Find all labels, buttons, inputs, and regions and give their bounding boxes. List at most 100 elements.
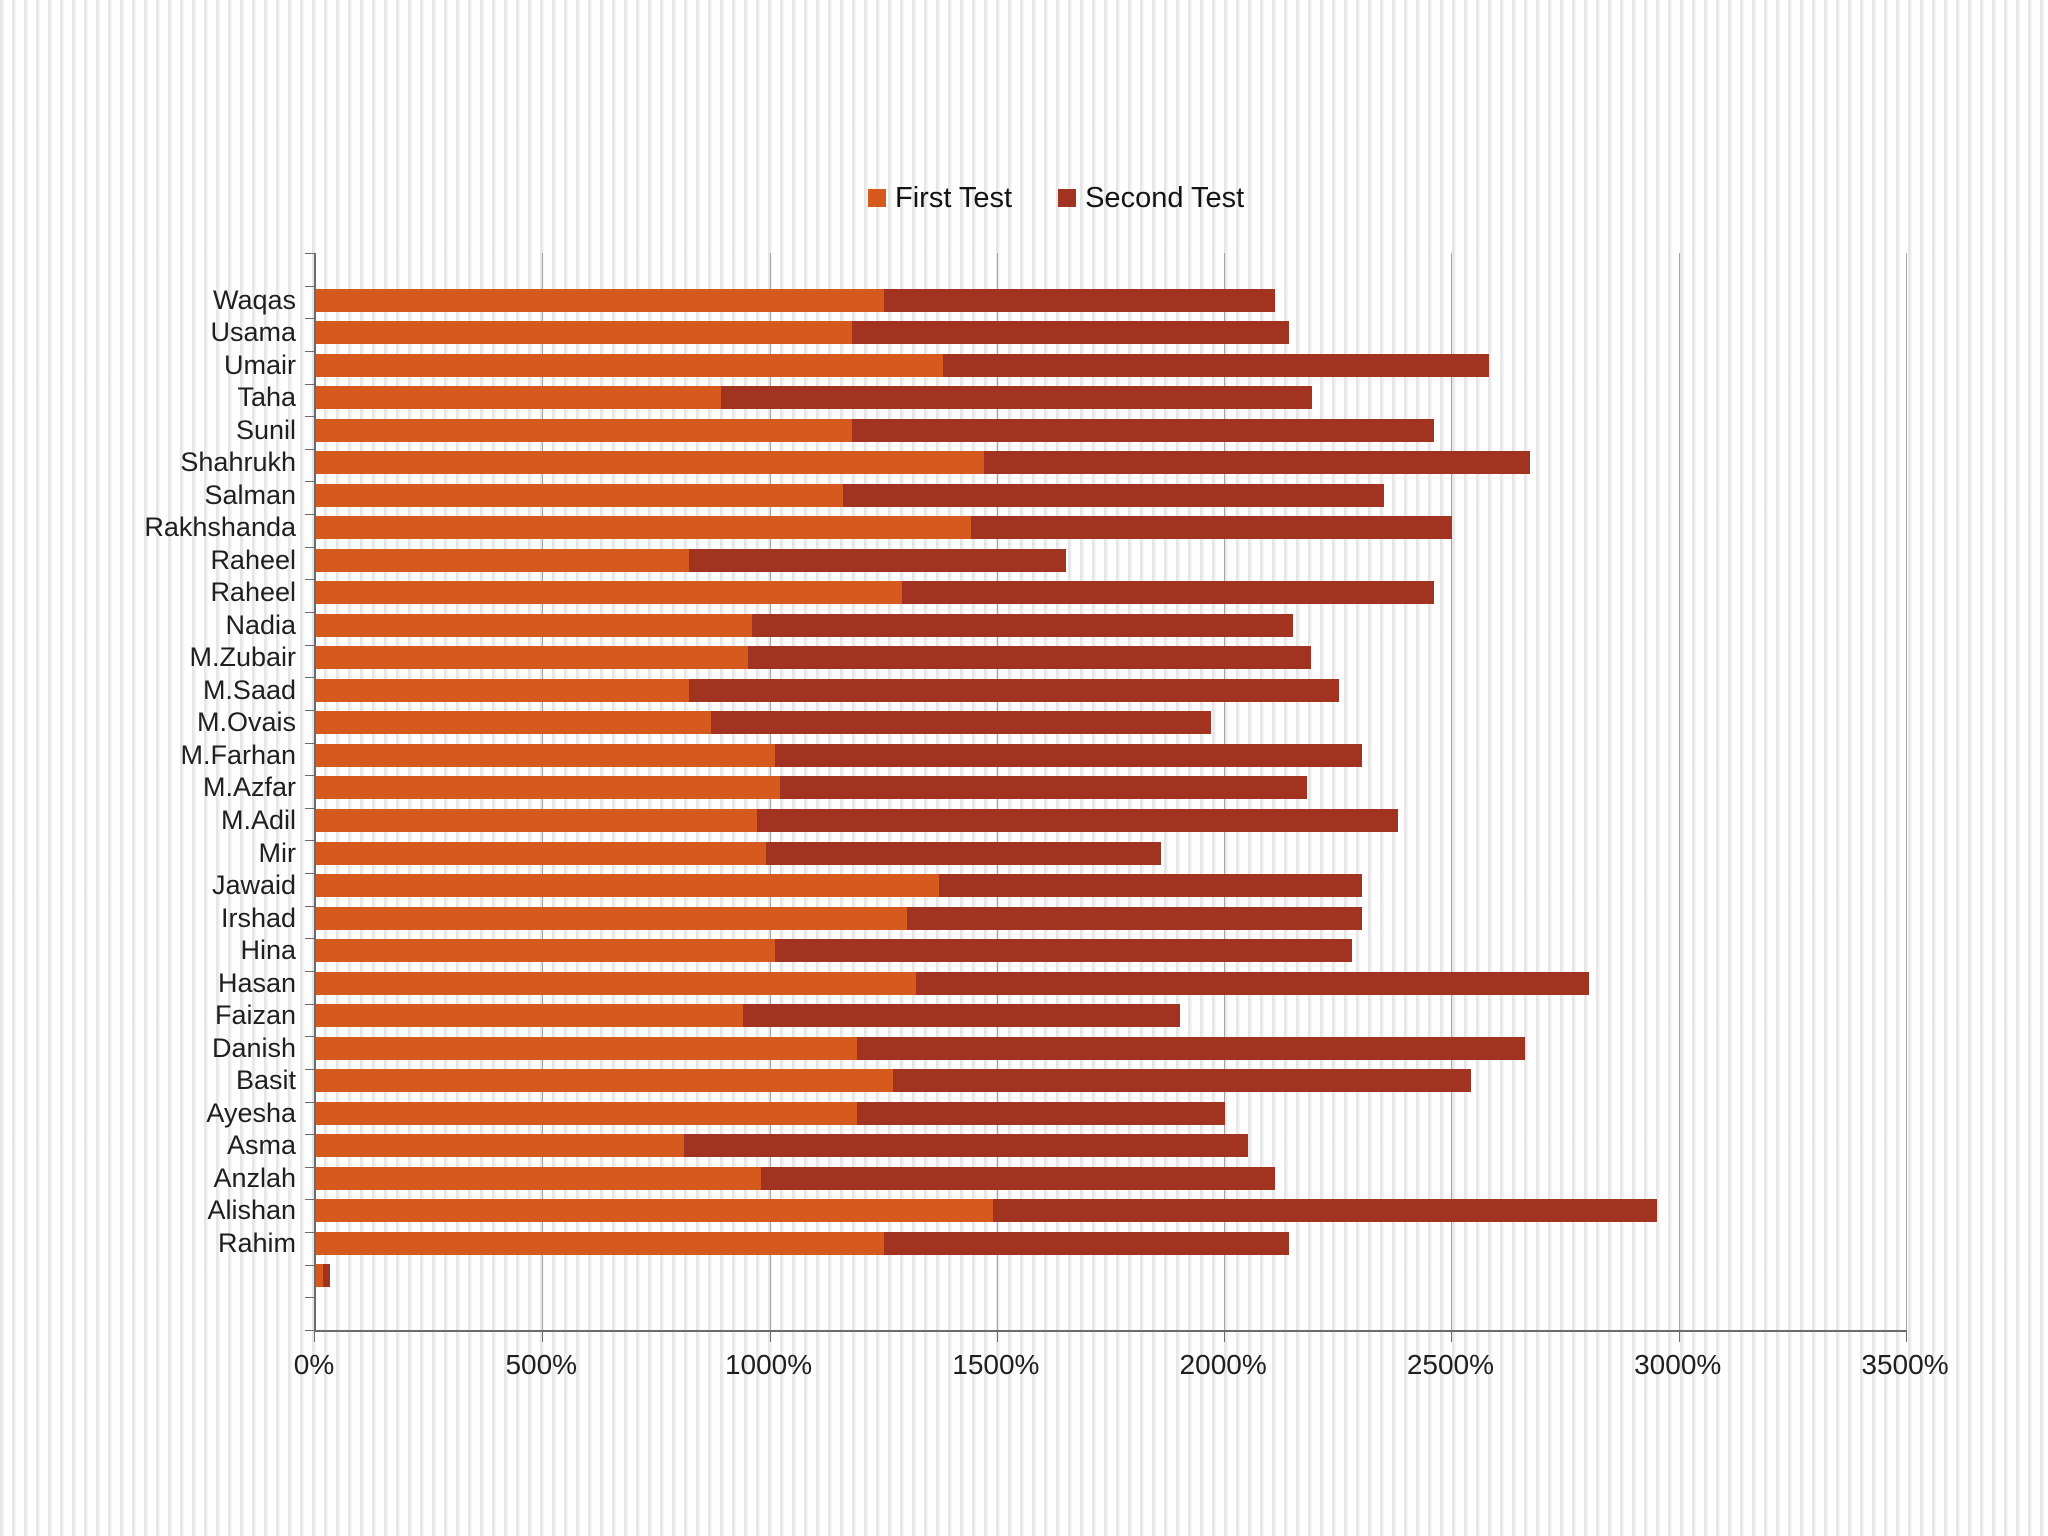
bar-segment-first-test	[316, 1199, 994, 1223]
bar-row	[316, 483, 1385, 507]
bar-row	[316, 516, 1453, 540]
category-label: Rahim	[217, 1227, 296, 1258]
bar-segment-second-test	[916, 971, 1589, 995]
bar-segment-second-test	[720, 386, 1312, 410]
bar-segment-second-test	[856, 1101, 1226, 1125]
bar-row	[316, 1231, 1289, 1255]
x-axis-tick-label: 3000%	[1634, 1349, 1722, 1380]
bar-row	[316, 971, 1589, 995]
bar-segment-second-test	[756, 808, 1398, 832]
bar-segment-second-test	[775, 743, 1362, 767]
category-label: Raheel	[210, 544, 296, 575]
category-label: M.Azfar	[202, 772, 296, 803]
category-label: Usama	[210, 317, 296, 348]
bar-segment-first-test	[316, 613, 753, 637]
bar-row	[316, 776, 1307, 800]
bar-segment-first-test	[316, 1036, 857, 1060]
y-axis-tick	[305, 971, 314, 972]
x-axis-tick-label: 2500%	[1406, 1349, 1495, 1380]
bar-row	[316, 646, 1312, 670]
legend-item-second-test: Second Test	[1058, 182, 1244, 215]
category-label: Hasan	[217, 967, 296, 998]
x-axis-tick	[1678, 1330, 1680, 1342]
bar-row	[316, 288, 1276, 312]
y-axis-tick	[305, 840, 314, 842]
y-axis-tick	[305, 1199, 314, 1201]
y-axis-tick	[305, 318, 314, 320]
bar-row	[316, 451, 1530, 475]
bar-segment-first-test	[316, 808, 757, 832]
y-axis-tick	[305, 1036, 314, 1038]
y-axis-tick	[305, 1003, 314, 1005]
category-label: M.Adil	[220, 804, 296, 835]
x-axis-tick-label: 1500%	[952, 1349, 1040, 1380]
bar-segment-second-test	[843, 483, 1385, 507]
bar-segment-first-test	[316, 1134, 685, 1158]
y-axis-tick	[305, 481, 314, 483]
major-gridline	[1906, 253, 1907, 1330]
bar-segment-second-test	[938, 874, 1362, 898]
bar-segment-second-test	[688, 678, 1339, 702]
bar-segment-first-test	[316, 971, 917, 995]
y-axis-tick	[305, 514, 314, 516]
category-label: Irshad	[220, 902, 296, 933]
category-label: M.Farhan	[180, 739, 296, 770]
bar-row	[316, 743, 1362, 767]
bar-segment-second-test	[970, 516, 1453, 540]
bar-segment-first-test	[316, 841, 767, 865]
y-axis-tick	[305, 709, 314, 711]
bar-row	[316, 1264, 330, 1288]
category-label: Shahrukh	[180, 447, 296, 478]
bar-segment-second-test	[906, 906, 1362, 930]
x-axis-tick-label: 1000%	[724, 1349, 813, 1380]
x-axis-tick	[996, 1330, 998, 1342]
y-axis-tick	[305, 742, 314, 744]
bar-row	[316, 581, 1435, 605]
bar-segment-first-test	[316, 1231, 885, 1255]
y-axis-tick	[305, 677, 314, 679]
bar-segment-second-test	[684, 1134, 1248, 1158]
bar-segment-first-test	[316, 451, 985, 475]
y-axis-tick	[305, 807, 314, 809]
category-label: Taha	[237, 382, 296, 413]
bar-segment-second-test	[761, 1166, 1276, 1190]
bar-row	[316, 321, 1289, 345]
x-axis-tick	[1451, 1330, 1453, 1342]
bar-segment-second-test	[902, 581, 1435, 605]
bar-segment-first-test	[316, 1264, 323, 1288]
y-axis-tick	[305, 253, 314, 254]
bar-segment-first-test	[316, 1004, 744, 1028]
y-axis-tick	[305, 1330, 314, 1331]
bar-row	[316, 1101, 1226, 1125]
bar-segment-first-test	[316, 548, 689, 572]
bar-segment-first-test	[316, 874, 939, 898]
y-axis-tick	[305, 546, 314, 548]
bar-segment-first-test	[316, 288, 885, 312]
bar-row	[316, 1069, 1471, 1093]
y-axis-tick	[305, 1068, 314, 1070]
category-label: Hina	[240, 935, 296, 966]
bar-segment-first-test	[316, 1069, 894, 1093]
y-axis-tick	[305, 644, 314, 646]
bar-segment-second-test	[893, 1069, 1471, 1093]
bar-segment-second-test	[884, 288, 1276, 312]
category-label: Asma	[226, 1130, 296, 1161]
y-axis-tick	[305, 1297, 314, 1299]
y-axis-tick	[305, 1166, 314, 1168]
category-label: M.Zubair	[189, 642, 296, 673]
bar-row	[316, 939, 1353, 963]
x-axis-tick	[542, 1330, 544, 1342]
bar-row	[316, 906, 1362, 930]
bar-segment-second-test	[884, 1231, 1289, 1255]
category-label: Nadia	[225, 609, 296, 640]
y-axis-tick	[305, 579, 314, 581]
major-gridline	[1678, 253, 1680, 1330]
y-axis-tick	[305, 1101, 314, 1103]
category-label: Faizan	[214, 1000, 296, 1031]
bar-row	[316, 678, 1339, 702]
bar-segment-first-test	[316, 353, 944, 377]
y-axis-tick	[305, 416, 314, 418]
bar-segment-first-test	[316, 646, 748, 670]
first-test-swatch-icon	[868, 189, 886, 207]
y-axis-tick	[305, 350, 314, 352]
